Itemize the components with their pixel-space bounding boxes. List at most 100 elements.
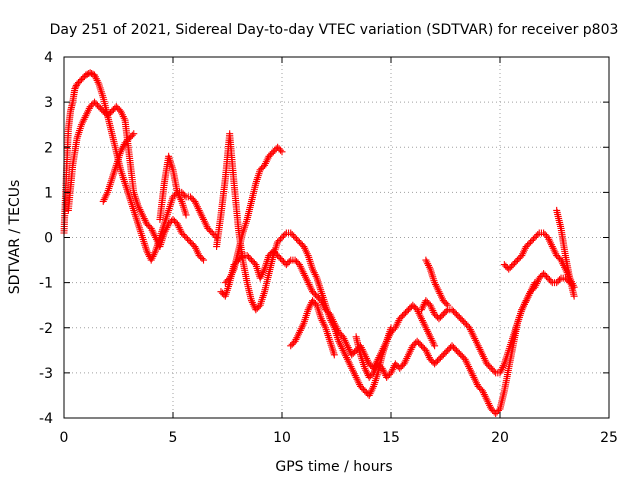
data-point-interp (127, 133, 135, 141)
data-point-interp (423, 298, 431, 306)
data-point (278, 234, 286, 241)
data-point (531, 234, 539, 241)
y-tick-label: -3 (39, 366, 53, 382)
data-point (553, 252, 561, 260)
y-tick-label: 2 (44, 140, 53, 156)
data-point (278, 148, 286, 156)
data-point-interp (92, 100, 100, 108)
data-point-interp (323, 307, 331, 315)
data-point (186, 193, 194, 201)
data-point (452, 310, 460, 318)
data-point-interp (529, 235, 537, 243)
data-point (522, 243, 530, 251)
data-point (457, 315, 465, 323)
data-point-interp (277, 255, 285, 263)
data-point-interp (441, 298, 449, 306)
data-point (265, 152, 273, 160)
data-point (374, 360, 382, 368)
data-point (461, 319, 469, 327)
data-point-interp (231, 259, 239, 267)
data-point-interp (310, 289, 318, 297)
data-point-interp (98, 106, 106, 114)
data-point-interp (253, 304, 261, 312)
data-point (431, 360, 439, 368)
data-point (444, 346, 452, 354)
data-point-interp (258, 164, 266, 172)
data-point (165, 220, 173, 228)
data-point-interp (275, 237, 283, 245)
data-point (73, 80, 81, 88)
data-point (348, 351, 356, 359)
data-point-interp (506, 264, 514, 272)
data-point-interp (449, 307, 457, 315)
data-point-interp (233, 258, 241, 266)
data-point-interp (442, 300, 450, 308)
x-tick-label: 25 (600, 430, 618, 446)
data-point (492, 409, 500, 417)
data-point (444, 301, 452, 309)
data-point (99, 107, 107, 115)
data-point (391, 360, 399, 368)
data-point-interp (88, 70, 96, 78)
data-point-interp (218, 289, 226, 297)
x-tick-label: 0 (60, 430, 69, 446)
data-point-interp (314, 294, 322, 302)
data-point (452, 346, 460, 354)
data-point (278, 256, 286, 264)
data-point (195, 252, 203, 260)
data-point-interp (403, 307, 411, 315)
data-point (91, 98, 99, 106)
data-point (256, 166, 264, 174)
data-point-interp (268, 149, 276, 157)
data-point-interp (170, 191, 178, 199)
data-point-interp (128, 131, 136, 139)
data-point-interp (281, 230, 289, 238)
data-point-interp (107, 109, 115, 117)
data-point-interp (495, 406, 503, 414)
data-point-interp (515, 255, 523, 263)
data-point (540, 270, 548, 278)
data-point-interp (375, 361, 383, 369)
data-point (86, 103, 94, 111)
data-point-interp (185, 237, 193, 245)
data-point-interp (458, 316, 466, 324)
data-point-interp (493, 408, 501, 416)
data-point (71, 85, 79, 93)
data-point (483, 360, 491, 368)
data-point-interp (144, 221, 152, 229)
data-point-interp (279, 232, 287, 240)
data-point-interp (294, 237, 302, 245)
data-point (383, 373, 391, 381)
data-point-interp (277, 146, 285, 154)
data-point-interp (541, 271, 549, 279)
data-points (60, 69, 578, 417)
data-point-interp (124, 136, 132, 144)
data-point-interp (547, 277, 555, 285)
data-point-interp (249, 258, 257, 266)
data-point (295, 238, 303, 246)
data-point-interp (288, 340, 296, 348)
data-point (422, 297, 430, 305)
data-point-interp (490, 367, 498, 375)
data-point (457, 351, 465, 359)
data-point-interp (442, 307, 450, 315)
data-point-interp (543, 273, 551, 281)
data-point-interp (275, 253, 283, 261)
data-point-interp (72, 83, 80, 91)
data-point-interp (512, 258, 520, 266)
data-point-interp (388, 327, 396, 335)
data-point-interp (528, 237, 536, 245)
data-point (330, 351, 338, 359)
data-point-interp (181, 232, 189, 240)
data-point-interp (534, 230, 542, 238)
data-point-interp (434, 357, 442, 365)
data-point (208, 229, 216, 237)
data-point-interp (362, 388, 370, 396)
data-point (252, 306, 260, 314)
data-point-interp (442, 348, 450, 356)
data-point-interp (105, 110, 113, 118)
data-point-interp (349, 349, 357, 357)
data-point-interp (245, 253, 253, 261)
data-point-interp (181, 191, 189, 199)
data-point (169, 193, 177, 201)
